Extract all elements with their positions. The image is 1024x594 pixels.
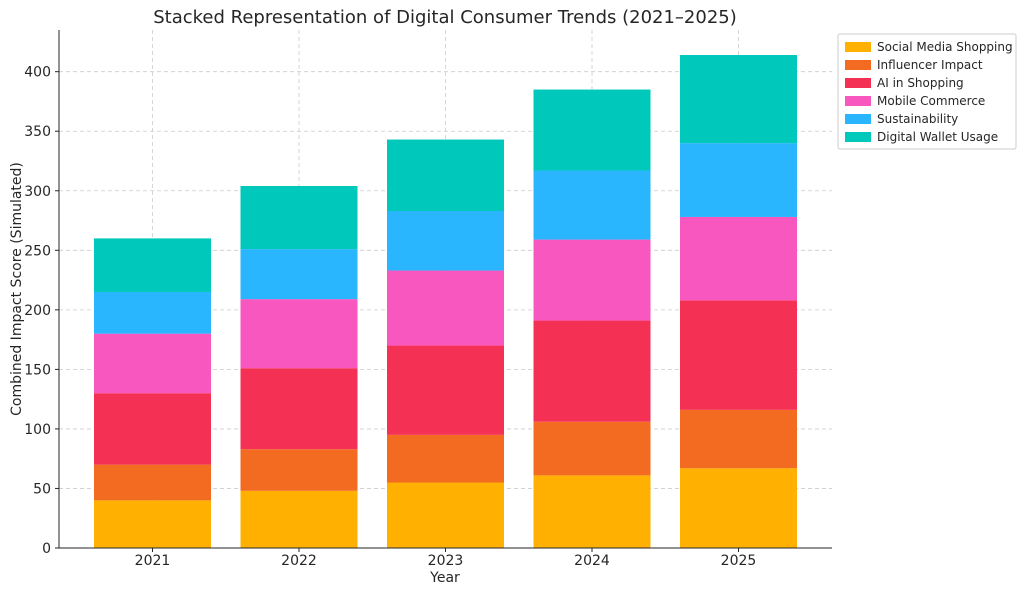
- legend-entry-label: Social Media Shopping: [877, 40, 1013, 54]
- legend-entry-label: Mobile Commerce: [877, 94, 985, 108]
- bar-segment-ai-in-shopping-2022: [240, 368, 358, 450]
- x-tick-label: 2024: [574, 553, 610, 569]
- legend-swatch: [845, 132, 871, 142]
- bar-segment-influencer-impact-2021: [94, 464, 211, 501]
- bar-segment-mobile-commerce-2021: [94, 333, 211, 394]
- legend-entry-label: Influencer Impact: [877, 58, 983, 72]
- legend-frame: [837, 33, 1017, 150]
- y-tick-label: 150: [24, 362, 51, 378]
- bar-segment-social-media-shopping-2024: [533, 475, 651, 548]
- chart-title: Stacked Representation of Digital Consum…: [153, 7, 737, 28]
- x-tick-label: 2021: [135, 553, 171, 569]
- bar-segment-digital-wallet-usage-2025: [680, 55, 797, 144]
- bar-segment-influencer-impact-2023: [387, 434, 504, 483]
- bar-segment-mobile-commerce-2022: [240, 299, 358, 369]
- bar-segment-sustainability-2025: [680, 143, 797, 217]
- y-tick-label: 0: [42, 541, 51, 557]
- x-tick-label: 2022: [281, 553, 317, 569]
- legend-swatch: [845, 96, 871, 106]
- bar-segment-influencer-impact-2025: [680, 409, 797, 469]
- bar-segment-ai-in-shopping-2021: [94, 393, 211, 465]
- bar-segment-mobile-commerce-2024: [533, 239, 651, 321]
- bar-segment-sustainability-2021: [94, 291, 211, 334]
- bar-segment-influencer-impact-2022: [240, 449, 358, 491]
- y-tick-label: 400: [24, 65, 51, 81]
- bar-segment-ai-in-shopping-2024: [533, 320, 651, 422]
- bar-segment-digital-wallet-usage-2024: [533, 89, 651, 171]
- bar-segment-sustainability-2023: [387, 211, 504, 271]
- y-tick-label: 100: [24, 422, 51, 438]
- bar-segment-influencer-impact-2024: [533, 421, 651, 476]
- x-tick-label: 2025: [721, 553, 757, 569]
- legend-entry-label: AI in Shopping: [877, 76, 964, 90]
- bars: [94, 55, 797, 548]
- y-ticks: 0 50 100 150 200 250 300 350 400: [24, 65, 59, 557]
- bar-segment-digital-wallet-usage-2021: [94, 238, 211, 292]
- y-tick-label: 250: [24, 243, 51, 259]
- x-ticks: 2021 2022 2023 2024 2025: [135, 548, 757, 569]
- y-axis-label: Combined Impact Score (Simulated): [9, 162, 25, 416]
- bar-segment-social-media-shopping-2023: [387, 482, 504, 548]
- y-tick-label: 300: [24, 184, 51, 200]
- legend: Social Media Shopping Influencer Impact AI…: [837, 33, 1017, 150]
- bar-segment-ai-in-shopping-2023: [387, 345, 504, 435]
- legend-swatch: [845, 42, 871, 52]
- legend-swatch: [845, 78, 871, 88]
- y-tick-label: 50: [33, 481, 51, 497]
- legend-entry-label: Digital Wallet Usage: [877, 130, 998, 144]
- y-tick-label: 350: [24, 124, 51, 140]
- y-tick-label: 200: [24, 303, 51, 319]
- bar-segment-ai-in-shopping-2025: [680, 300, 797, 410]
- bar-segment-social-media-shopping-2022: [240, 490, 358, 548]
- legend-entry-label: Sustainability: [877, 112, 958, 126]
- bar-segment-mobile-commerce-2025: [680, 216, 797, 301]
- bar-segment-social-media-shopping-2025: [680, 468, 797, 548]
- bar-segment-sustainability-2022: [240, 249, 358, 300]
- legend-swatch: [845, 114, 871, 124]
- bar-segment-digital-wallet-usage-2022: [240, 185, 358, 250]
- x-tick-label: 2023: [428, 553, 464, 569]
- bar-segment-digital-wallet-usage-2023: [387, 139, 504, 212]
- legend-swatch: [845, 60, 871, 70]
- bar-segment-social-media-shopping-2021: [94, 500, 211, 548]
- bar-segment-sustainability-2024: [533, 170, 651, 240]
- bar-segment-mobile-commerce-2023: [387, 270, 504, 346]
- x-axis-label: Year: [429, 570, 460, 586]
